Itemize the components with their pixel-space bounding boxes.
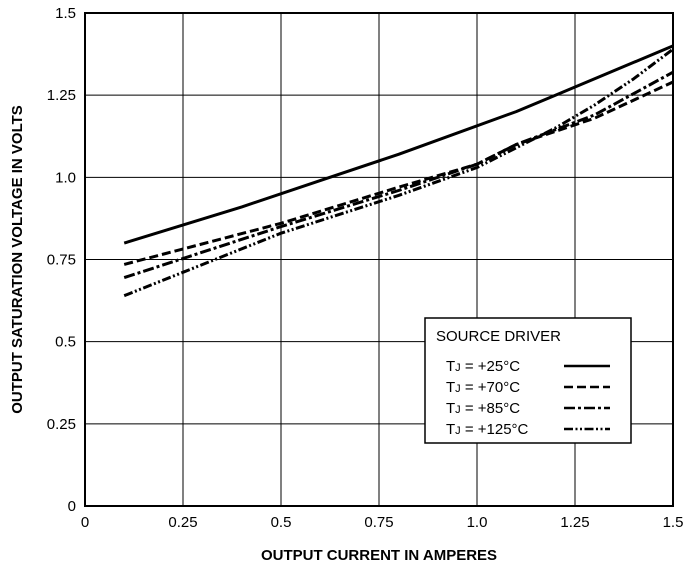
x-tick-label: 1.25	[560, 514, 589, 531]
y-tick-label: 0.25	[47, 416, 76, 433]
x-tick-label: 0.5	[271, 514, 292, 531]
legend-title: SOURCE DRIVER	[436, 328, 561, 345]
series-line	[123, 48, 674, 298]
y-tick-label: 1.0	[55, 169, 76, 186]
series-line	[123, 44, 674, 245]
x-tick-label: 0.25	[168, 514, 197, 531]
x-tick-label: 1.5	[663, 514, 684, 531]
y-tick-label: 0.75	[47, 252, 76, 269]
plot-frame	[84, 12, 674, 507]
y-axis-label: OUTPUT SATURATION VOLTAGE IN VOLTS	[9, 105, 26, 414]
y-tick-label: 0	[68, 498, 76, 515]
x-tick-label: 0	[81, 514, 89, 531]
series-group	[123, 44, 674, 298]
y-tick-label: 0.5	[55, 334, 76, 351]
legend-entry-label: TJ = +125°C	[446, 421, 529, 438]
legend: SOURCE DRIVER TJ = +25°C TJ = +70°C TJ = +…	[424, 317, 632, 444]
series-line	[123, 70, 674, 280]
x-tick-labels: 0 0.25 0.5 0.75 1.0 1.25 1.5	[81, 514, 684, 531]
legend-box	[424, 317, 632, 444]
series-line	[123, 80, 674, 266]
x-axis-label: OUTPUT CURRENT IN AMPERES	[261, 547, 497, 564]
legend-entry-label: TJ = +85°C	[446, 400, 520, 417]
y-tick-labels: 0 0.25 0.5 0.75 1.0 1.25 1.5	[47, 5, 76, 515]
x-tick-label: 0.75	[364, 514, 393, 531]
legend-entry-label: TJ = +25°C	[446, 358, 520, 375]
legend-entry-label: TJ = +70°C	[446, 379, 520, 396]
x-tick-label: 1.0	[467, 514, 488, 531]
grid	[85, 13, 673, 506]
y-tick-label: 1.5	[55, 5, 76, 22]
y-tick-label: 1.25	[47, 87, 76, 104]
